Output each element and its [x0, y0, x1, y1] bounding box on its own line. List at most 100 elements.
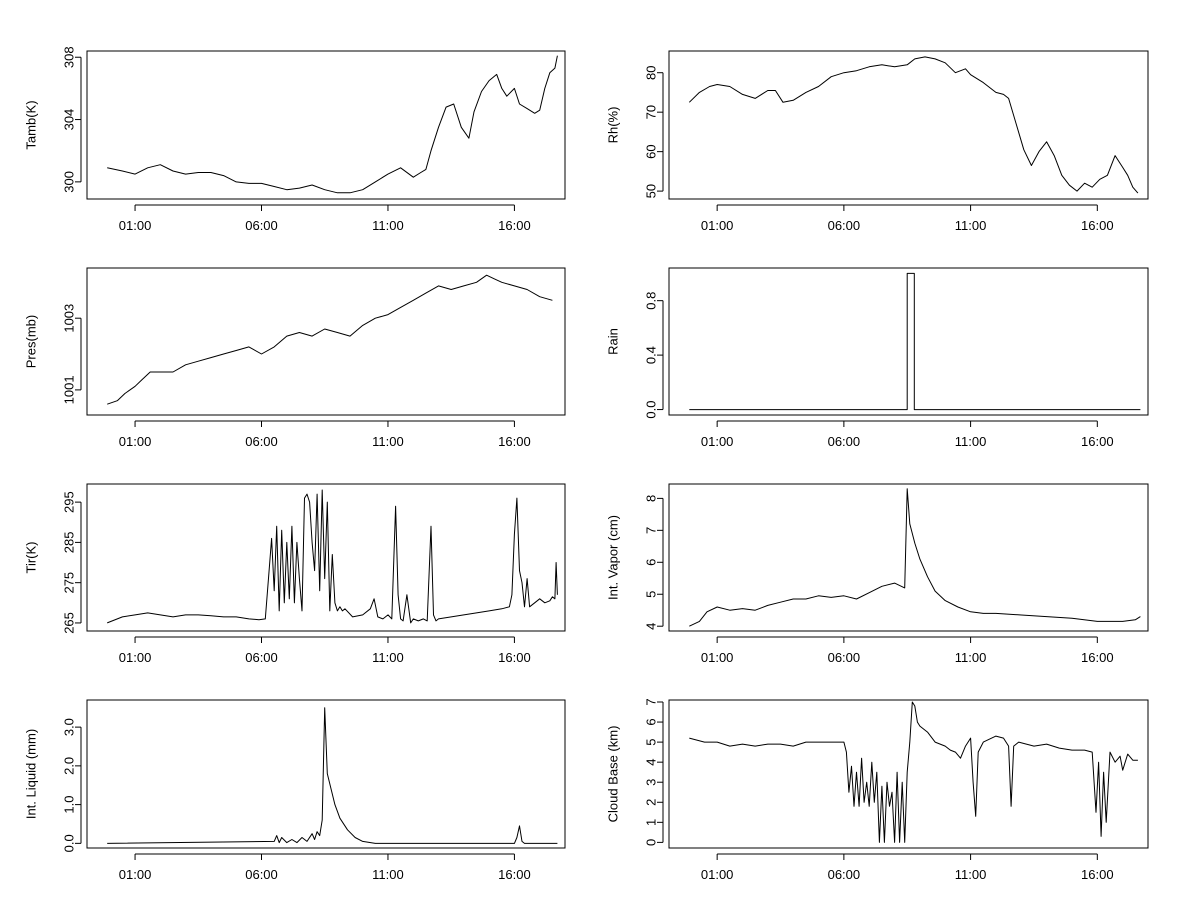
y-tick-label: 6	[644, 718, 659, 725]
y-axis-title: Rh(%)	[606, 107, 621, 144]
y-tick-label: 0.4	[644, 346, 659, 364]
y-tick-label: 6	[644, 559, 659, 566]
y-tick-label: 0.8	[644, 292, 659, 310]
x-tick-label: 06:00	[245, 434, 278, 449]
y-tick-label: 285	[62, 532, 77, 554]
y-tick-label: 295	[62, 491, 77, 513]
y-axis-title: Tamb(K)	[24, 100, 39, 149]
x-tick-label: 01:00	[119, 218, 152, 233]
series-line-vapor	[689, 488, 1141, 627]
y-tick-label: 304	[62, 109, 77, 131]
y-axis: 1001 1003	[62, 304, 82, 404]
x-axis: 01:00 06:00 11:00 16:00	[701, 204, 1114, 233]
x-tick-label: 11:00	[955, 218, 987, 233]
panel-pres: 01:00 06:00 11:00 16:00 1001 1003 Pres(mb)	[24, 267, 566, 449]
x-tick-label: 06:00	[828, 218, 861, 233]
y-tick-label: 60	[644, 144, 659, 158]
y-tick-label: 265	[62, 612, 77, 634]
y-axis-title: Tir(K)	[24, 541, 39, 573]
y-tick-label: 50	[644, 184, 659, 198]
x-tick-label: 11:00	[372, 218, 404, 233]
x-axis: 01:00 06:00 11:00 16:00	[701, 853, 1114, 882]
series-line-pres	[107, 274, 553, 405]
y-axis-title: Pres(mb)	[24, 315, 39, 368]
y-axis: 0 1 2 3 4 5 6 7	[644, 698, 664, 846]
y-tick-label: 1003	[62, 304, 77, 333]
x-axis: 01:00 06:00 11:00 16:00	[119, 636, 531, 665]
x-axis: 01:00 06:00 11:00 16:00	[119, 853, 531, 882]
series-line-rain	[689, 272, 1141, 411]
x-tick-label: 11:00	[372, 434, 404, 449]
x-tick-label: 16:00	[498, 650, 531, 665]
y-tick-label: 5	[644, 591, 659, 598]
x-tick-label: 06:00	[245, 650, 278, 665]
x-tick-label: 06:00	[828, 434, 861, 449]
plot-frame	[86, 699, 566, 849]
panel-tir: 01:00 06:00 11:00 16:00 265 275 285 295 Tir(K)	[24, 483, 566, 665]
panel-rh: 01:00 06:00 11:00 16:00 50 60 70 80 Rh(%)	[606, 50, 1149, 233]
x-tick-label: 11:00	[955, 867, 987, 882]
y-tick-label: 5	[644, 738, 659, 745]
y-axis-title: Rain	[606, 328, 621, 355]
plot-frame	[668, 699, 1149, 849]
y-axis-title: Int. Liquid (mm)	[24, 729, 39, 819]
plot-frame	[668, 267, 1149, 416]
x-tick-label: 16:00	[1081, 867, 1114, 882]
y-tick-label: 0	[644, 839, 659, 846]
y-tick-label: 300	[62, 171, 77, 193]
plot-frame	[86, 483, 566, 632]
y-axis: 0.0 0.4 0.8	[644, 292, 664, 419]
x-tick-label: 06:00	[828, 650, 861, 665]
x-axis: 01:00 06:00 11:00 16:00	[119, 204, 531, 233]
y-tick-label: 1	[644, 819, 659, 826]
y-tick-label: 308	[62, 46, 77, 68]
y-tick-label: 1.0	[62, 796, 77, 814]
series-line-tamb	[107, 55, 558, 194]
y-tick-label: 2	[644, 799, 659, 806]
x-tick-label: 06:00	[828, 867, 861, 882]
y-tick-label: 7	[644, 698, 659, 705]
plot-frame	[86, 50, 566, 200]
y-axis: 4 5 6 7 8	[644, 495, 664, 630]
y-tick-label: 8	[644, 495, 659, 502]
x-tick-label: 06:00	[245, 867, 278, 882]
y-tick-label: 3.0	[62, 718, 77, 736]
plot-frame	[86, 267, 566, 416]
y-tick-label: 3	[644, 779, 659, 786]
y-tick-label: 0.0	[644, 401, 659, 419]
series-line-tir	[107, 489, 558, 624]
plot-frame	[668, 50, 1149, 200]
y-tick-label: 70	[644, 105, 659, 119]
y-tick-label: 80	[644, 65, 659, 79]
series-line-liquid	[107, 707, 558, 844]
y-tick-label: 4	[644, 623, 659, 630]
y-axis: 50 60 70 80	[644, 65, 664, 198]
x-axis: 01:00 06:00 11:00 16:00	[701, 420, 1114, 449]
x-tick-label: 01:00	[701, 434, 734, 449]
panel-rain: 01:00 06:00 11:00 16:00 0.0 0.4 0.8 Rain	[606, 267, 1149, 449]
x-tick-label: 06:00	[245, 218, 278, 233]
y-tick-label: 1001	[62, 375, 77, 404]
x-tick-label: 01:00	[119, 867, 152, 882]
y-tick-label: 4	[644, 759, 659, 766]
plot-frame	[668, 483, 1149, 632]
panel-cloudbase: 01:00 06:00 11:00 16:00 0 1 2 3 4 5 6 7 Cloud Base (…	[606, 698, 1149, 882]
y-axis: 300 304 308	[62, 46, 82, 193]
panel-vapor: 01:00 06:00 11:00 16:00 4 5 6 7 8 Int. Vapor (cm)	[606, 483, 1149, 665]
y-tick-label: 2.0	[62, 757, 77, 775]
panel-tamb: 01:00 06:00 11:00 16:00 300 304 308 Tamb(K)	[24, 46, 566, 233]
x-tick-label: 01:00	[701, 650, 734, 665]
x-tick-label: 11:00	[372, 650, 404, 665]
x-tick-label: 16:00	[1081, 218, 1114, 233]
x-tick-label: 11:00	[372, 867, 404, 882]
x-tick-label: 01:00	[119, 434, 152, 449]
x-tick-label: 01:00	[119, 650, 152, 665]
x-tick-label: 16:00	[1081, 434, 1114, 449]
y-tick-label: 7	[644, 527, 659, 534]
series-line-rh	[688, 56, 1139, 194]
y-axis: 0.0 1.0 2.0 3.0	[62, 718, 82, 852]
x-tick-label: 16:00	[498, 434, 531, 449]
y-tick-label: 0.0	[62, 834, 77, 852]
y-axis: 265 275 285 295	[62, 491, 82, 634]
